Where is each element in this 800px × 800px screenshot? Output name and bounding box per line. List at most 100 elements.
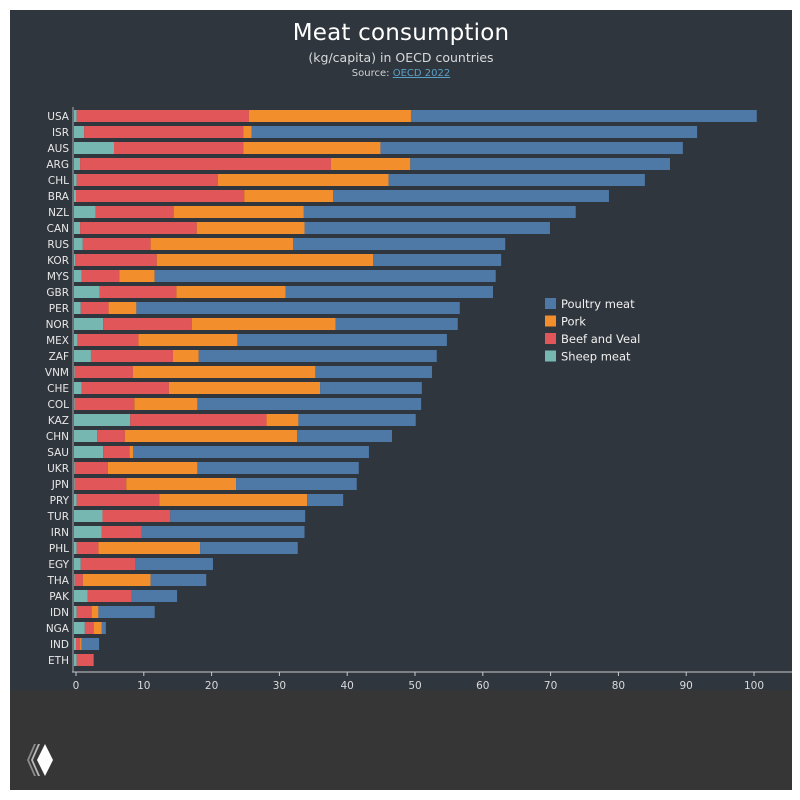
bar-gbr-poultry-meat[interactable]	[285, 286, 494, 298]
bar-nga-pork[interactable]	[93, 622, 102, 634]
bar-rus-sheep-meat[interactable]	[74, 238, 83, 250]
bar-mex-pork[interactable]	[138, 334, 238, 346]
bar-chl-sheep-meat[interactable]	[74, 174, 77, 186]
bar-jpn-beef-and-veal[interactable]	[74, 478, 127, 490]
bar-usa-poultry-meat[interactable]	[410, 110, 757, 122]
bar-ukr-sheep-meat[interactable]	[74, 462, 75, 474]
bar-nor-sheep-meat[interactable]	[74, 318, 104, 330]
bar-aus-beef-and-veal[interactable]	[114, 142, 244, 154]
bar-kor-poultry-meat[interactable]	[372, 254, 502, 266]
bar-isr-pork[interactable]	[243, 126, 252, 138]
bar-per-pork[interactable]	[108, 302, 137, 314]
bar-nga-beef-and-veal[interactable]	[84, 622, 94, 634]
bar-bra-poultry-meat[interactable]	[332, 190, 609, 202]
bar-mys-pork[interactable]	[119, 270, 155, 282]
bar-idn-poultry-meat[interactable]	[98, 606, 155, 618]
bar-mys-poultry-meat[interactable]	[154, 270, 496, 282]
bar-mex-sheep-meat[interactable]	[74, 334, 78, 346]
source-link[interactable]: OECD 2022	[392, 68, 451, 79]
bar-nzl-beef-and-veal[interactable]	[95, 206, 174, 218]
bar-nzl-sheep-meat[interactable]	[74, 206, 96, 218]
bar-mys-beef-and-veal[interactable]	[81, 270, 120, 282]
bar-arg-poultry-meat[interactable]	[410, 158, 670, 170]
bar-ind-beef-and-veal[interactable]	[76, 638, 81, 650]
bar-tha-sheep-meat[interactable]	[74, 574, 75, 586]
bar-egy-poultry-meat[interactable]	[135, 558, 213, 570]
bar-gbr-pork[interactable]	[176, 286, 286, 298]
bar-pry-poultry-meat[interactable]	[307, 494, 344, 506]
bar-che-pork[interactable]	[168, 382, 321, 394]
bar-tha-beef-and-veal[interactable]	[74, 574, 83, 586]
bar-sau-sheep-meat[interactable]	[74, 446, 104, 458]
bar-arg-pork[interactable]	[330, 158, 411, 170]
bar-jpn-pork[interactable]	[126, 478, 237, 490]
bar-arg-sheep-meat[interactable]	[74, 158, 81, 170]
bar-arg-beef-and-veal[interactable]	[80, 158, 331, 170]
bar-pak-sheep-meat[interactable]	[74, 590, 88, 602]
bar-bra-pork[interactable]	[244, 190, 333, 202]
bar-col-beef-and-veal[interactable]	[74, 398, 135, 410]
bar-col-poultry-meat[interactable]	[197, 398, 422, 410]
bar-tur-poultry-meat[interactable]	[170, 510, 306, 522]
bar-irn-poultry-meat[interactable]	[141, 526, 305, 538]
bar-sau-pork[interactable]	[129, 446, 133, 458]
bar-bra-beef-and-veal[interactable]	[76, 190, 245, 202]
bar-kaz-pork[interactable]	[266, 414, 299, 426]
bar-aus-sheep-meat[interactable]	[74, 142, 115, 154]
bar-can-sheep-meat[interactable]	[74, 222, 81, 234]
bar-irn-beef-and-veal[interactable]	[101, 526, 142, 538]
bar-tha-pork[interactable]	[82, 574, 151, 586]
bar-tur-sheep-meat[interactable]	[74, 510, 103, 522]
bar-zaf-beef-and-veal[interactable]	[90, 350, 173, 362]
bar-aus-poultry-meat[interactable]	[380, 142, 683, 154]
bar-mex-poultry-meat[interactable]	[237, 334, 447, 346]
bar-tha-poultry-meat[interactable]	[150, 574, 207, 586]
bar-mys-sheep-meat[interactable]	[74, 270, 82, 282]
bar-ukr-pork[interactable]	[107, 462, 198, 474]
bar-kaz-beef-and-veal[interactable]	[130, 414, 267, 426]
bar-zaf-sheep-meat[interactable]	[74, 350, 91, 362]
bar-idn-pork[interactable]	[91, 606, 99, 618]
bar-jpn-poultry-meat[interactable]	[236, 478, 357, 490]
bar-nga-sheep-meat[interactable]	[74, 622, 85, 634]
bar-gbr-beef-and-veal[interactable]	[99, 286, 177, 298]
bar-isr-beef-and-veal[interactable]	[84, 126, 244, 138]
bar-rus-beef-and-veal[interactable]	[82, 238, 151, 250]
bar-pak-beef-and-veal[interactable]	[87, 590, 132, 602]
bar-per-beef-and-veal[interactable]	[80, 302, 109, 314]
bar-usa-pork[interactable]	[248, 110, 411, 122]
bar-usa-beef-and-veal[interactable]	[76, 110, 249, 122]
bar-zaf-pork[interactable]	[172, 350, 199, 362]
bar-chn-poultry-meat[interactable]	[297, 430, 392, 442]
bar-mex-beef-and-veal[interactable]	[77, 334, 139, 346]
bar-vnm-poultry-meat[interactable]	[315, 366, 432, 378]
bar-can-pork[interactable]	[196, 222, 305, 234]
bar-vnm-beef-and-veal[interactable]	[74, 366, 133, 378]
bar-ind-sheep-meat[interactable]	[74, 638, 77, 650]
bar-phl-beef-and-veal[interactable]	[76, 542, 99, 554]
bar-zaf-poultry-meat[interactable]	[198, 350, 437, 362]
bar-can-poultry-meat[interactable]	[304, 222, 550, 234]
bar-rus-poultry-meat[interactable]	[292, 238, 506, 250]
bar-kor-sheep-meat[interactable]	[74, 254, 76, 266]
bar-nga-poultry-meat[interactable]	[101, 622, 106, 634]
bar-eth-beef-and-veal[interactable]	[76, 654, 94, 666]
bar-jpn-sheep-meat[interactable]	[74, 478, 75, 490]
bar-irn-sheep-meat[interactable]	[74, 526, 102, 538]
bar-phl-pork[interactable]	[98, 542, 201, 554]
bar-bra-sheep-meat[interactable]	[74, 190, 77, 202]
legend-item-poultry-meat[interactable]: Poultry meat	[545, 297, 635, 311]
bar-per-sheep-meat[interactable]	[74, 302, 81, 314]
bar-vnm-pork[interactable]	[132, 366, 316, 378]
bar-pak-poultry-meat[interactable]	[131, 590, 178, 602]
legend-item-beef-and-veal[interactable]: Beef and Veal	[545, 332, 640, 346]
bar-col-pork[interactable]	[134, 398, 198, 410]
bar-chn-pork[interactable]	[124, 430, 298, 442]
bar-chl-poultry-meat[interactable]	[388, 174, 645, 186]
bar-pry-beef-and-veal[interactable]	[76, 494, 160, 506]
bar-eth-sheep-meat[interactable]	[74, 654, 77, 666]
bar-col-sheep-meat[interactable]	[74, 398, 75, 410]
bar-chn-sheep-meat[interactable]	[74, 430, 98, 442]
bar-nor-pork[interactable]	[191, 318, 336, 330]
legend-item-pork[interactable]: Pork	[545, 315, 586, 329]
